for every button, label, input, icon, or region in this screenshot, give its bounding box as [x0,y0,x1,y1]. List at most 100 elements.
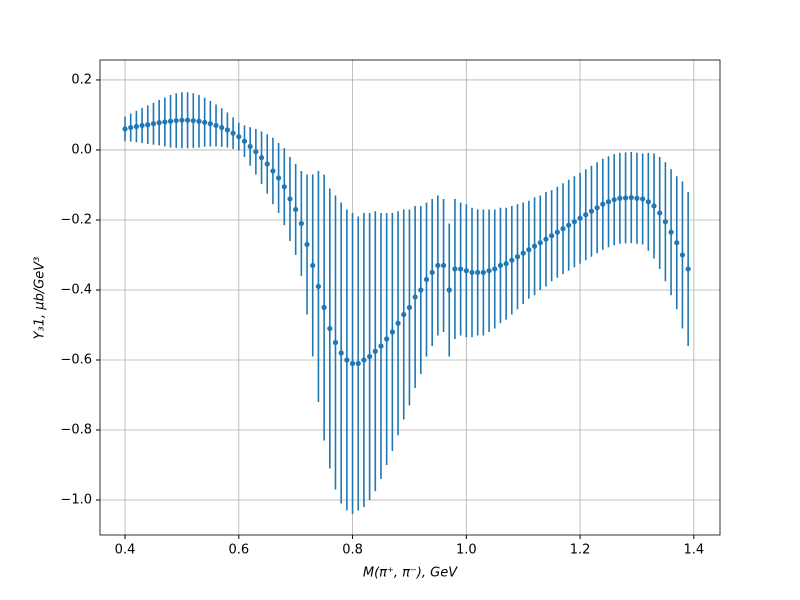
data-point [475,269,481,276]
y-tick-label: −1.0 [60,492,92,507]
data-point [150,121,157,127]
data-point [213,122,219,129]
data-point [327,325,333,332]
data-point [571,219,577,225]
data-point [241,138,248,144]
data-point [355,360,361,367]
data-point [162,119,168,125]
x-tick-label: 1.4 [683,543,704,558]
data-point [338,350,344,356]
data-point [304,241,310,248]
data-point [367,353,373,360]
data-point [480,269,486,276]
data-point [145,122,151,128]
data-point [418,287,424,293]
data-point [446,287,452,293]
data-point [452,266,458,272]
data-point [167,118,174,124]
data-point [412,294,418,300]
data-point [628,194,634,201]
data-point [264,161,270,167]
data-point [594,205,600,211]
data-point [332,339,339,346]
y-tick-label: 0.0 [71,142,92,157]
data-point [281,184,287,190]
data-point [344,357,350,363]
data-point [486,268,492,274]
data-point [435,262,441,269]
plot-frame [99,59,721,536]
data-point [384,336,390,342]
data-point [315,283,322,290]
data-point [611,197,617,203]
data-point [321,304,327,311]
data-point [230,130,236,136]
data-point [509,257,515,263]
data-point [588,208,595,214]
x-tick-label: 0.8 [342,543,363,558]
data-point [526,247,532,253]
data-point [668,229,674,235]
data-point [679,252,686,258]
data-point [372,348,378,354]
data-point [657,210,663,216]
data-point [378,343,384,349]
data-point [605,199,612,205]
data-point [276,175,282,181]
data-point [122,126,128,132]
data-point [566,222,572,228]
data-point [128,124,134,131]
data-point [429,269,435,276]
data-point [293,206,299,213]
data-point [662,219,668,225]
data-point [520,250,526,256]
data-point [560,226,566,232]
data-point [458,266,464,272]
y-tick-label: −0.2 [60,212,92,227]
data-point [361,357,367,363]
data-point [537,240,543,246]
data-point [207,121,213,127]
data-point [184,117,191,123]
data-point [600,201,606,207]
x-tick-label: 1.0 [456,543,477,558]
data-point [645,199,651,205]
y-tick-label: −0.8 [60,422,92,437]
data-point [469,269,475,276]
x-tick-label: 1.2 [570,543,591,558]
data-point [651,203,657,209]
data-point [423,276,430,283]
data-point [674,240,680,246]
x-tick-label: 0.4 [115,543,136,558]
y-axis-label: Y₃1, μb/GeV³ [33,257,48,340]
data-point [196,118,202,124]
data-point [236,134,242,140]
data-point [247,143,253,150]
data-point [287,196,293,202]
data-point [543,236,549,242]
data-point [395,320,401,326]
data-point [406,304,413,311]
data-point [549,233,555,239]
data-point [401,311,407,318]
y-tick-label: −0.6 [60,352,92,367]
data-point [173,117,179,124]
x-tick-label: 0.6 [228,543,249,558]
data-point [583,212,589,218]
data-point [349,360,356,367]
x-axis-label: M(π⁺, π⁻), GeV [363,566,458,581]
data-point [389,329,395,335]
data-point [133,123,140,130]
data-point [224,127,231,133]
data-point [640,196,646,202]
data-point [202,119,208,125]
data-point [310,262,316,269]
y-tick-label: 0.2 [71,72,92,87]
data-point [634,195,640,201]
data-point [497,262,504,269]
data-point [514,254,521,260]
data-point [270,168,276,174]
data-point [577,215,583,221]
data-point [503,261,509,267]
data-point [253,149,259,155]
